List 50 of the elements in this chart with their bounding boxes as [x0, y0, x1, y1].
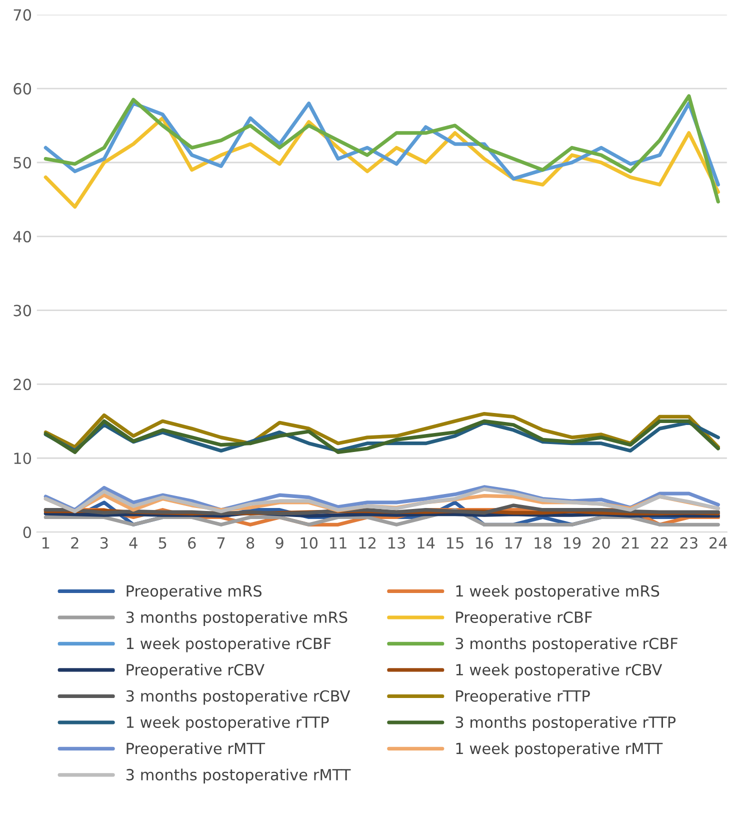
x-tick-label: 2 — [71, 537, 78, 548]
legend-label: 3 months postoperative rCBV — [126, 690, 350, 705]
x-tick-label: 14 — [418, 537, 435, 548]
x-tick-label: 17 — [505, 537, 522, 548]
y-tick-label: 70 — [14, 9, 32, 21]
legend-label: 1 week postoperative rCBF — [126, 637, 331, 652]
y-tick-label: 0 — [23, 526, 32, 538]
line-series — [44, 94, 720, 204]
y-tick-label: 50 — [14, 156, 32, 169]
x-tick-label: 12 — [359, 537, 376, 548]
legend-label: Preoperative rCBV — [126, 664, 264, 678]
x-tick-label: 8 — [246, 537, 254, 549]
legend-label: 3 months postoperative rCBF — [456, 637, 678, 652]
x-tick-label: 15 — [446, 537, 464, 549]
legend-label: 1 week postoperative rMTT — [456, 742, 663, 758]
y-tick-label: 10 — [14, 452, 32, 464]
x-tick-label: 11 — [330, 537, 346, 548]
y-tick-label: 40 — [13, 230, 32, 242]
legend-label: 1 week postoperative rCBV — [456, 664, 662, 678]
y-tick-label: 20 — [14, 378, 32, 390]
x-tick-label: 23 — [680, 537, 698, 549]
x-tick-label: 22 — [651, 537, 668, 548]
x-tick-label: 9 — [276, 537, 284, 549]
legend-label: Preoperative rTTP — [456, 690, 590, 705]
x-tick-label: 6 — [188, 537, 196, 549]
x-tick-label: 16 — [476, 537, 494, 549]
x-tick-label: 19 — [564, 537, 581, 549]
legend-label: 1 week postoperative mRS — [456, 584, 660, 600]
legend-label: Preoperative rMTT — [126, 742, 266, 758]
x-tick-label: 18 — [534, 537, 552, 549]
legend-label: 3 months postoperative rMTT — [126, 768, 351, 784]
x-tick-label: 24 — [710, 537, 728, 548]
legend-label: Preoperative rCBF — [456, 611, 592, 626]
x-tick-label: 7 — [217, 537, 225, 548]
x-tick-label: 20 — [592, 537, 610, 549]
x-tick-label: 13 — [388, 537, 406, 549]
x-tick-label: 10 — [300, 537, 318, 549]
x-tick-label: 4 — [129, 537, 138, 548]
legend-label: 1 week postoperative rTTP — [126, 716, 329, 731]
x-tick-label: 21 — [622, 537, 639, 548]
x-tick-label: 5 — [158, 537, 166, 549]
legend-label: 3 months postoperative mRS — [126, 611, 348, 626]
y-tick-label: 60 — [14, 83, 32, 95]
line-series — [44, 504, 720, 516]
x-tick-label: 1 — [42, 537, 50, 548]
line-series — [44, 412, 720, 449]
legend-label: Preoperative mRS — [126, 584, 262, 600]
x-tick-label: 3 — [100, 537, 108, 549]
legend-label: 3 months postoperative rTTP — [456, 716, 676, 731]
y-tick-label: 30 — [14, 304, 32, 316]
